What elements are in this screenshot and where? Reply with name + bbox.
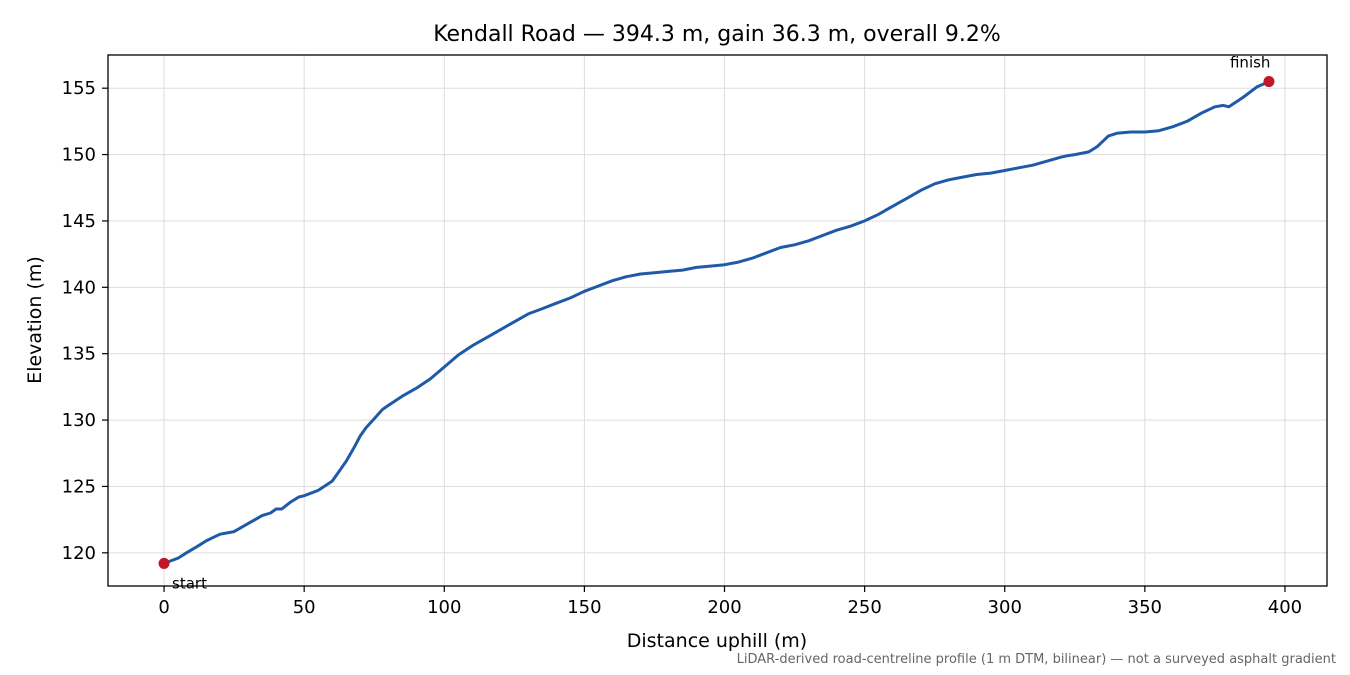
y-tick-label: 140 [62,277,96,298]
y-tick-label: 120 [62,543,96,564]
start-label: start [172,574,207,592]
x-tick-label: 100 [427,597,461,618]
finish-label: finish [1230,54,1270,72]
y-tick-label: 125 [62,476,96,497]
axis-ticks: 0 50 100 150 200 250 300 350 400 120 125 130 135 140 1… [62,78,1303,618]
start-marker [158,557,170,569]
x-tick-label: 200 [707,597,741,618]
finish-marker [1263,76,1275,88]
y-axis-label: Elevation (m) [24,256,46,384]
y-tick-label: 130 [62,410,96,431]
grid [108,55,1327,586]
data-source-footnote: LiDAR-derived road-centreline profile (1… [736,652,1336,667]
plot-area-frame [107,54,1328,587]
x-tick-label: 250 [847,597,881,618]
chart-title: Kendall Road — 394.3 m, gain 36.3 m, ove… [433,22,1001,47]
y-tick-label: 150 [62,145,96,166]
x-tick-label: 150 [567,597,601,618]
x-tick-label: 400 [1268,597,1302,618]
endpoint-markers: start finish [158,54,1275,592]
x-tick-label: 50 [293,597,316,618]
x-tick-label: 0 [158,597,169,618]
y-tick-label: 135 [62,344,96,365]
x-tick-label: 300 [988,597,1022,618]
x-tick-label: 350 [1128,597,1162,618]
elevation-line [162,80,1271,565]
y-tick-label: 145 [62,211,96,232]
x-axis-label: Distance uphill (m) [627,630,807,652]
y-tick-label: 155 [62,78,96,99]
